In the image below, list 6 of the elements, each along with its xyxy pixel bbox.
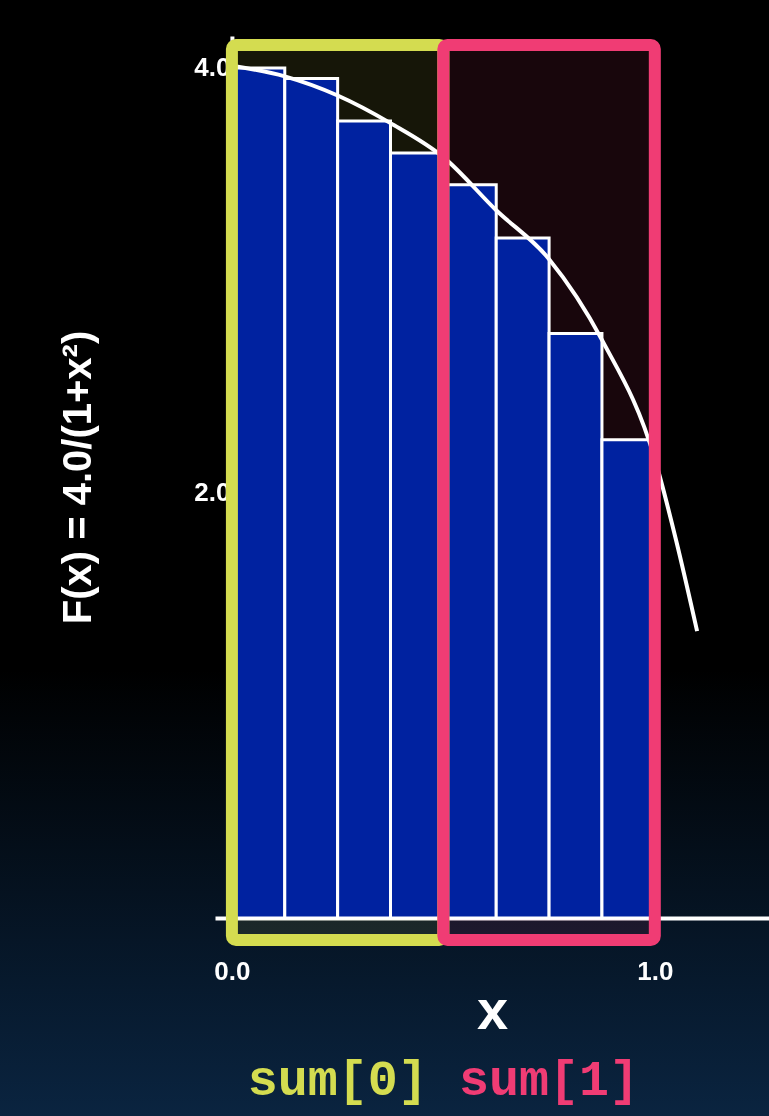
x-tick-label: 1.0 <box>637 955 674 986</box>
x-axis-title: x <box>476 977 509 1041</box>
y-axis-title: F(x) = 4.0/(1+x²) <box>55 330 100 625</box>
band-label: sum[0] <box>247 1053 428 1110</box>
x-tick-label: 0.0 <box>214 955 251 986</box>
band-label: sum[1] <box>459 1053 640 1110</box>
